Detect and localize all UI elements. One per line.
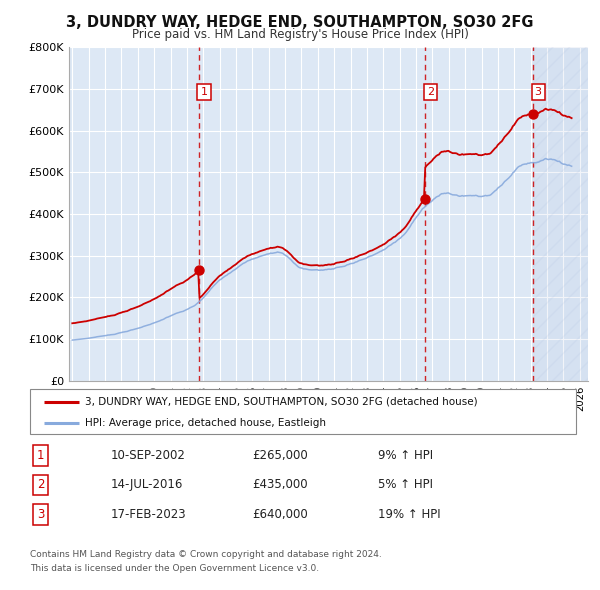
Text: 5% ↑ HPI: 5% ↑ HPI <box>378 478 433 491</box>
Text: 17-FEB-2023: 17-FEB-2023 <box>111 508 187 521</box>
Text: Contains HM Land Registry data © Crown copyright and database right 2024.: Contains HM Land Registry data © Crown c… <box>30 550 382 559</box>
Text: £265,000: £265,000 <box>252 449 308 462</box>
Text: 1: 1 <box>200 87 208 97</box>
Text: 3: 3 <box>535 87 542 97</box>
Bar <box>533 47 588 381</box>
Text: 19% ↑ HPI: 19% ↑ HPI <box>378 508 440 521</box>
FancyBboxPatch shape <box>30 389 576 434</box>
Text: 3, DUNDRY WAY, HEDGE END, SOUTHAMPTON, SO30 2FG (detached house): 3, DUNDRY WAY, HEDGE END, SOUTHAMPTON, S… <box>85 397 477 407</box>
Text: 2: 2 <box>37 478 44 491</box>
Text: 3, DUNDRY WAY, HEDGE END, SOUTHAMPTON, SO30 2FG: 3, DUNDRY WAY, HEDGE END, SOUTHAMPTON, S… <box>66 15 534 30</box>
Text: 14-JUL-2016: 14-JUL-2016 <box>111 478 184 491</box>
Text: This data is licensed under the Open Government Licence v3.0.: This data is licensed under the Open Gov… <box>30 565 319 573</box>
Text: £640,000: £640,000 <box>252 508 308 521</box>
Text: 2: 2 <box>427 87 434 97</box>
Text: HPI: Average price, detached house, Eastleigh: HPI: Average price, detached house, East… <box>85 418 326 428</box>
Text: 3: 3 <box>37 508 44 521</box>
Text: 9% ↑ HPI: 9% ↑ HPI <box>378 449 433 462</box>
Text: 1: 1 <box>37 449 44 462</box>
Text: Price paid vs. HM Land Registry's House Price Index (HPI): Price paid vs. HM Land Registry's House … <box>131 28 469 41</box>
Text: 10-SEP-2002: 10-SEP-2002 <box>111 449 186 462</box>
Text: £435,000: £435,000 <box>252 478 308 491</box>
